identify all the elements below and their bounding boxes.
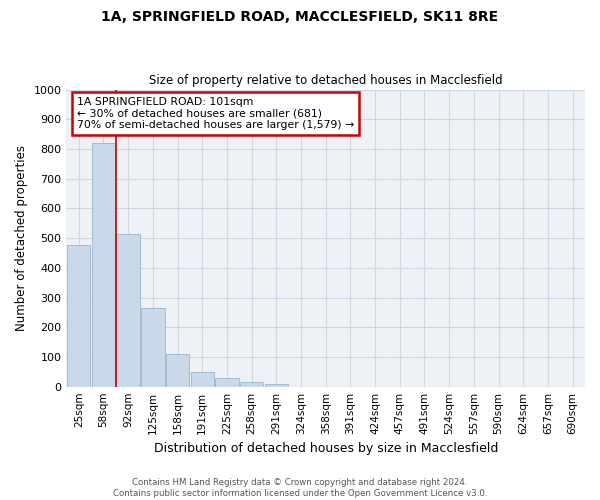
Bar — [166, 354, 189, 386]
Bar — [92, 143, 115, 386]
Bar — [215, 378, 239, 386]
Text: Contains HM Land Registry data © Crown copyright and database right 2024.
Contai: Contains HM Land Registry data © Crown c… — [113, 478, 487, 498]
Bar — [141, 308, 164, 386]
Text: 1A SPRINGFIELD ROAD: 101sqm
← 30% of detached houses are smaller (681)
70% of se: 1A SPRINGFIELD ROAD: 101sqm ← 30% of det… — [77, 97, 354, 130]
Bar — [116, 234, 140, 386]
X-axis label: Distribution of detached houses by size in Macclesfield: Distribution of detached houses by size … — [154, 442, 498, 455]
Bar — [240, 382, 263, 386]
Title: Size of property relative to detached houses in Macclesfield: Size of property relative to detached ho… — [149, 74, 503, 87]
Bar — [191, 372, 214, 386]
Bar — [265, 384, 288, 386]
Text: 1A, SPRINGFIELD ROAD, MACCLESFIELD, SK11 8RE: 1A, SPRINGFIELD ROAD, MACCLESFIELD, SK11… — [101, 10, 499, 24]
Y-axis label: Number of detached properties: Number of detached properties — [15, 145, 28, 331]
Bar — [67, 244, 91, 386]
